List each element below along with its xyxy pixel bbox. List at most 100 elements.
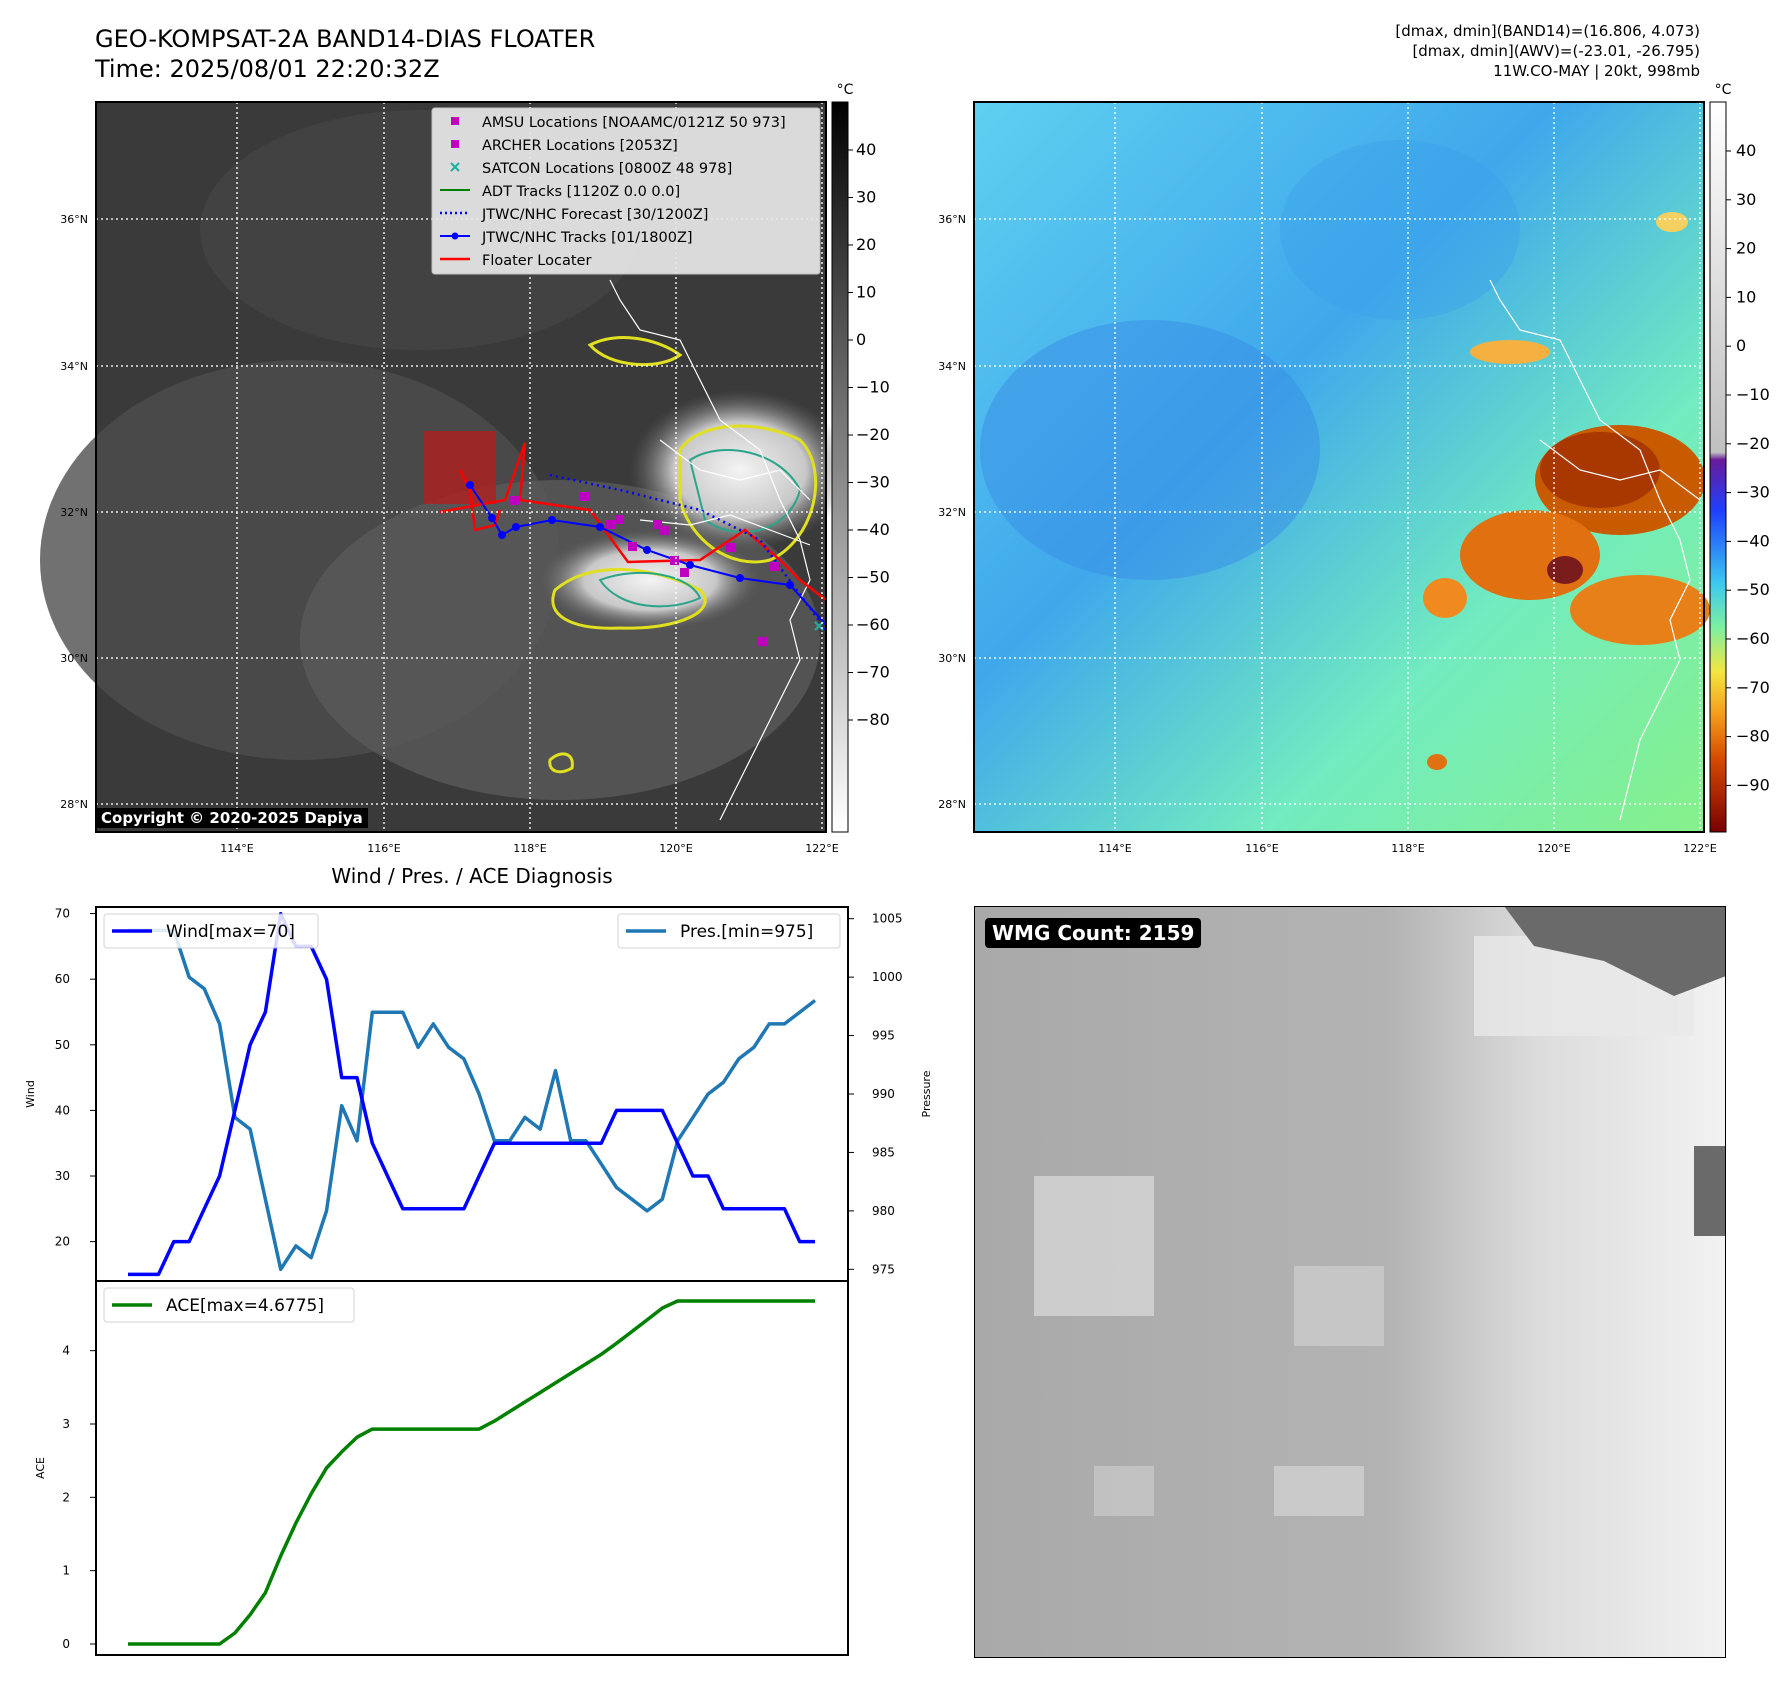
jtwc-forecast-track — [549, 473, 828, 631]
lon-label: 122°E — [1683, 842, 1716, 855]
colorbar-tick-label: 40 — [1736, 141, 1756, 160]
colorbar-tick-label: −40 — [1736, 531, 1770, 550]
wind-tick-label: 70 — [55, 907, 70, 921]
map-legend: AMSU Locations [NOAAMC/0121Z 50 973] ARC… — [431, 107, 821, 275]
ace-legend-label: ACE[max=4.6775] — [166, 1296, 324, 1316]
lon-label: 116°E — [1245, 842, 1278, 855]
floater-locater-path — [439, 442, 827, 601]
pressure-tick-label: 990 — [872, 1087, 895, 1101]
lon-label: 120°E — [1537, 842, 1570, 855]
colorbar-tick-label: −70 — [1736, 678, 1770, 697]
lon-label: 118°E — [513, 842, 546, 855]
colorbar-tick-label: −10 — [1736, 385, 1770, 404]
pressure-axis-label: Pressure — [920, 1070, 933, 1117]
legend-marker-amsu — [451, 117, 459, 125]
lat-label: 34°N — [938, 360, 966, 373]
lon-label: 114°E — [220, 842, 253, 855]
wind-legend-label: Wind[max=70] — [166, 922, 295, 942]
wind-series-line — [128, 911, 815, 1277]
colorbar-tick-label: 30 — [1736, 190, 1756, 209]
cloud-cluster — [630, 390, 850, 550]
wmg-count-badge: WMG Count: 2159 — [985, 918, 1202, 948]
colorbar-tick-label: −80 — [1736, 727, 1770, 746]
colorbar-tick-label: 20 — [1736, 239, 1756, 258]
colorbar-tick-label: 10 — [1736, 287, 1756, 306]
lat-label: 36°N — [938, 213, 966, 226]
cold-cloud-top — [1460, 510, 1600, 600]
pressure-tick-label: 1005 — [872, 912, 903, 926]
ir-colorbar — [831, 101, 849, 833]
colorbar-tick-label: 30 — [856, 188, 876, 207]
colorbar-tick-label: −50 — [1736, 580, 1770, 599]
lon-label: 118°E — [1391, 842, 1424, 855]
lon-label: 116°E — [367, 842, 400, 855]
pressure-tick-label: 980 — [872, 1204, 895, 1218]
lat-label: 36°N — [60, 213, 88, 226]
colorbar-tick-label: −20 — [1736, 434, 1770, 453]
colorbar-tick-label: −30 — [856, 473, 890, 492]
legend-marker-archer — [451, 140, 459, 148]
lat-label: 28°N — [60, 798, 88, 811]
awv-colorbar-unit: °C — [1715, 82, 1732, 98]
lat-label: 34°N — [60, 360, 88, 373]
colorbar-tick-label: −70 — [856, 663, 890, 682]
legend-label: JTWC/NHC Forecast [30/1200Z] — [481, 207, 708, 223]
ir-colorbar-unit: °C — [837, 82, 854, 98]
wind-axis-label: Wind — [24, 1080, 37, 1108]
wmg-panel — [974, 906, 1726, 1658]
lat-label: 32°N — [938, 506, 966, 519]
wind-legend: Wind[max=70] — [103, 913, 319, 949]
colorbar-tick-label: −10 — [856, 378, 890, 397]
pressure-series-line — [128, 928, 817, 1272]
legend-label: AMSU Locations [NOAAMC/0121Z 50 973] — [482, 115, 786, 131]
awv-colorbar — [1709, 101, 1727, 833]
diag-title: Wind / Pres. / ACE Diagnosis — [331, 864, 613, 888]
pressure-tick-label: 975 — [872, 1262, 895, 1276]
legend-label: JTWC/NHC Tracks [01/1800Z] — [481, 230, 693, 246]
legend-label: SATCON Locations [0800Z 48 978] — [482, 161, 732, 177]
lat-label: 30°N — [938, 652, 966, 665]
lat-label: 28°N — [938, 798, 966, 811]
legend-label: Floater Locater — [482, 253, 591, 269]
wind-tick-label: 50 — [55, 1038, 70, 1052]
wind-tick-label: 20 — [55, 1235, 70, 1249]
awv-range-label: [dmax, dmin](AWV)=(-23.01, -26.795) — [1412, 42, 1700, 60]
legend-label: ADT Tracks [1120Z 0.0 0.0] — [482, 184, 680, 200]
ace-axes — [95, 1280, 849, 1656]
ace-tick-label: 1 — [62, 1564, 70, 1578]
lon-label: 122°E — [805, 842, 838, 855]
ace-tick-label: 4 — [62, 1344, 70, 1358]
band14-range-label: [dmax, dmin](BAND14)=(16.806, 4.073) — [1395, 22, 1700, 40]
lon-label: 120°E — [659, 842, 692, 855]
ace-tick-label: 3 — [62, 1417, 70, 1431]
ace-tick-label: 2 — [62, 1490, 70, 1504]
ace-axis-label: ACE — [34, 1457, 47, 1479]
legend-label: ARCHER Locations [2053Z] — [482, 138, 678, 154]
ace-legend: ACE[max=4.6775] — [103, 1287, 355, 1323]
colorbar-tick-label: −40 — [856, 520, 890, 539]
colorbar-tick-label: 10 — [856, 283, 876, 302]
colorbar-tick-label: −50 — [856, 568, 890, 587]
colorbar-tick-label: −20 — [856, 425, 890, 444]
pressure-tick-label: 1000 — [872, 970, 903, 984]
pressure-tick-label: 995 — [872, 1029, 895, 1043]
wind-tick-label: 40 — [55, 1103, 70, 1117]
lat-label: 30°N — [60, 652, 88, 665]
wind-pres-axes — [95, 906, 849, 1282]
lon-label: 114°E — [1098, 842, 1131, 855]
pressure-legend-label: Pres.[min=975] — [680, 922, 813, 942]
wind-tick-label: 60 — [55, 972, 70, 986]
pressure-tick-label: 985 — [872, 1145, 895, 1159]
pressure-legend: Pres.[min=975] — [617, 913, 841, 949]
storm-info-label: 11W.CO-MAY | 20kt, 998mb — [1493, 62, 1700, 80]
colorbar-tick-label: 0 — [1736, 336, 1746, 355]
figure-title: GEO-KOMPSAT-2A BAND14-DIAS FLOATER — [95, 25, 596, 53]
copyright-label: Copyright © 2020-2025 Dapiya — [96, 808, 368, 828]
legend-marker-satcon — [450, 162, 460, 172]
colorbar-tick-label: 20 — [856, 235, 876, 254]
figure-timestamp: Time: 2025/08/01 22:20:32Z — [95, 55, 440, 83]
colorbar-tick-label: −90 — [1736, 775, 1770, 794]
colorbar-tick-label: −30 — [1736, 483, 1770, 502]
ace-tick-label: 0 — [62, 1637, 70, 1651]
